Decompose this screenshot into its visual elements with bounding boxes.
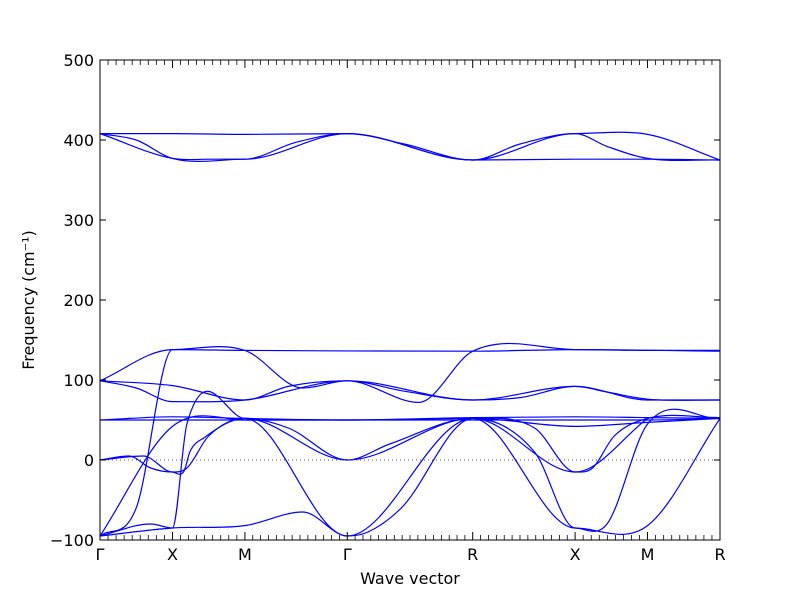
y-tick-label: 400 <box>63 131 94 150</box>
y-tick-label: 100 <box>63 371 94 390</box>
x-tick-label: M <box>641 545 655 564</box>
y-tick-label: −100 <box>50 531 94 550</box>
x-tick-label: X <box>167 545 178 564</box>
x-tick-label: M <box>238 545 252 564</box>
x-tick-label: Γ <box>343 545 352 564</box>
y-tick-label: 500 <box>63 51 94 70</box>
x-axis-label: Wave vector <box>360 569 460 588</box>
band-series-11 <box>100 417 648 475</box>
band-series-3 <box>100 132 720 162</box>
band-series-13 <box>100 390 720 537</box>
x-tick-label: X <box>570 545 581 564</box>
x-tick-label: R <box>714 545 725 564</box>
band-series-7 <box>100 348 720 537</box>
band-series-14 <box>100 415 720 537</box>
y-axis: −100 0 100 200 300 400 500 <box>50 51 720 550</box>
y-tick-label: 200 <box>63 291 94 310</box>
band-series-12 <box>100 417 720 537</box>
x-tick-label: R <box>467 545 478 564</box>
y-tick-label: 300 <box>63 211 94 230</box>
y-axis-label: Frequency (cm⁻¹) <box>19 230 38 369</box>
band-series-5 <box>100 380 720 403</box>
y-tick-label: 0 <box>84 451 94 470</box>
x-tick-label: Γ <box>96 545 105 564</box>
